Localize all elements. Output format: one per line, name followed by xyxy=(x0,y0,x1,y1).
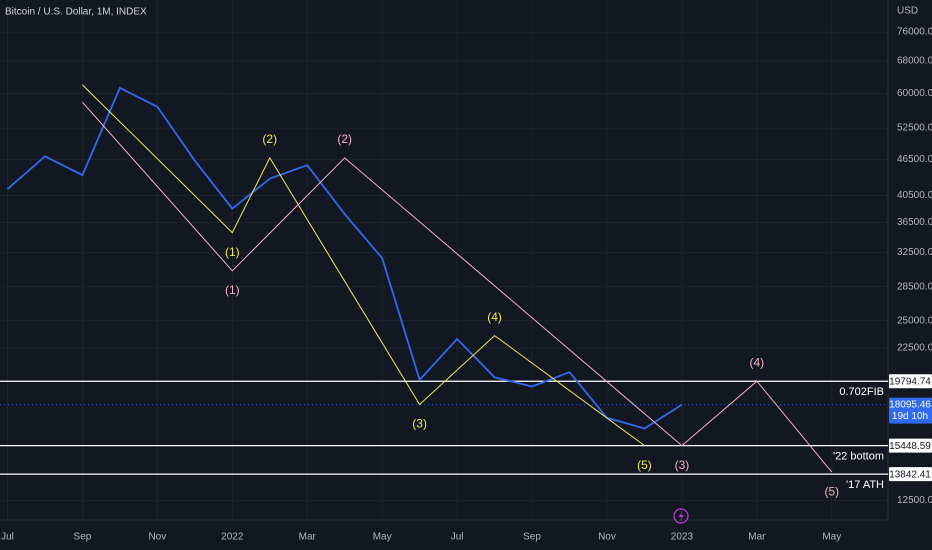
wave-label: (5) xyxy=(637,458,652,472)
x-tick-label: Mar xyxy=(299,532,317,543)
wave-label: (1) xyxy=(225,245,240,259)
y-tick-label: 68000.00 xyxy=(897,56,932,67)
wave-label: (4) xyxy=(487,310,502,324)
level-label: '22 bottom xyxy=(833,451,884,463)
y-tick-label: 36500.00 xyxy=(897,217,932,228)
last-price-label: 18095.46 xyxy=(889,400,931,411)
countdown-label: 19d 10h xyxy=(892,411,928,422)
price-badge-label: 15448.59 xyxy=(889,441,931,452)
x-tick-label: Jul xyxy=(451,532,464,543)
wave-line xyxy=(82,101,833,473)
wave-label: (5) xyxy=(824,484,839,498)
x-tick-label: May xyxy=(373,532,392,543)
wave-line xyxy=(82,84,645,447)
y-tick-label: 32500.00 xyxy=(897,247,932,258)
y-tick-label: 12500.00 xyxy=(897,495,932,506)
price-badge-label: 13842.41 xyxy=(889,469,931,480)
y-tick-label: 46500.00 xyxy=(897,154,932,165)
price-badge xyxy=(889,438,932,453)
wave-label: (4) xyxy=(750,355,765,369)
price-badge xyxy=(889,374,932,389)
x-tick-label: Nov xyxy=(598,532,616,543)
price-badge-label: 19794.74 xyxy=(889,376,931,387)
wave-label: (2) xyxy=(262,132,277,146)
y-tick-label: 60000.00 xyxy=(897,88,932,99)
x-tick-label: Mar xyxy=(748,532,766,543)
chart-title: Bitcoin / U.S. Dollar, 1M, INDEX xyxy=(5,7,147,18)
x-tick-label: 2023 xyxy=(671,532,694,543)
y-tick-label: 22500.00 xyxy=(897,343,932,354)
x-tick-label: Jul xyxy=(1,532,14,543)
y-tick-label: 52500.00 xyxy=(897,123,932,134)
level-label: '17 ATH xyxy=(846,479,884,491)
x-tick-label: May xyxy=(822,532,841,543)
x-tick-label: Sep xyxy=(74,532,92,543)
wave-label: (1) xyxy=(225,283,240,297)
y-tick-label: 40500.00 xyxy=(897,190,932,201)
x-tick-label: 2022 xyxy=(221,532,244,543)
y-tick-label: 25000.00 xyxy=(897,315,932,326)
wave-label: (3) xyxy=(675,458,690,472)
x-tick-label: Sep xyxy=(523,532,541,543)
price-badge xyxy=(889,467,932,482)
price-line xyxy=(6,86,683,430)
level-label: 0.702FIB xyxy=(839,386,884,398)
y-tick-label: 28500.00 xyxy=(897,281,932,292)
last-price-badge xyxy=(889,397,932,424)
wave-label: (2) xyxy=(337,132,352,146)
wave-label: (3) xyxy=(412,417,427,431)
y-axis-label: USD xyxy=(897,6,918,17)
alert-icon[interactable] xyxy=(673,508,689,524)
x-tick-label: Nov xyxy=(148,532,166,543)
y-tick-label: 76000.00 xyxy=(897,27,932,38)
